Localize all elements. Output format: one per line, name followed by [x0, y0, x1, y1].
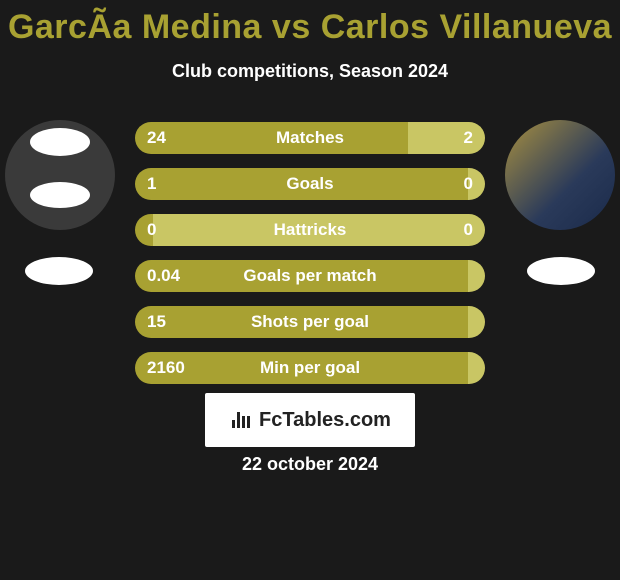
- player2-flag: [527, 257, 595, 285]
- stat-value-left: 0: [147, 214, 156, 246]
- stat-label: Matches: [135, 122, 485, 154]
- stat-value-left: 1: [147, 168, 156, 200]
- stat-label: Hattricks: [135, 214, 485, 246]
- stat-value-right: 0: [464, 214, 473, 246]
- stat-value-right: 0: [464, 168, 473, 200]
- comparison-title: GarcÃ­a Medina vs Carlos Villanueva: [0, 0, 620, 47]
- player2-name: Carlos Villanueva: [321, 8, 612, 46]
- stat-row: Goals1 0: [135, 168, 485, 200]
- stat-label: Goals per match: [135, 260, 485, 292]
- chart-icon: [229, 408, 253, 432]
- stat-row: Matches24 2: [135, 122, 485, 154]
- logo-text: FcTables.com: [259, 409, 391, 432]
- stat-row: Min per goal2160: [135, 352, 485, 384]
- date-text: 22 october 2024: [0, 454, 620, 475]
- stat-row: Hattricks0 0: [135, 214, 485, 246]
- stat-value-left: 15: [147, 306, 166, 338]
- vs-text: vs: [272, 8, 311, 46]
- stat-row: Goals per match0.04: [135, 260, 485, 292]
- player1-name: GarcÃ­a Medina: [8, 8, 262, 46]
- player1-avatar: [5, 120, 115, 230]
- stat-label: Min per goal: [135, 352, 485, 384]
- stat-value-right: 2: [464, 122, 473, 154]
- player1-flag: [25, 257, 93, 285]
- stat-row: Shots per goal15: [135, 306, 485, 338]
- stat-bars: Matches242Goals10Hattricks00Goals per ma…: [135, 122, 485, 398]
- stat-value-left: 2160: [147, 352, 185, 384]
- player2-avatar: [505, 120, 615, 230]
- stat-label: Goals: [135, 168, 485, 200]
- stat-value-left: 0.04: [147, 260, 180, 292]
- fctables-logo: FcTables.com: [205, 393, 415, 447]
- stat-label: Shots per goal: [135, 306, 485, 338]
- subtitle: Club competitions, Season 2024: [0, 61, 620, 82]
- stat-value-left: 24: [147, 122, 166, 154]
